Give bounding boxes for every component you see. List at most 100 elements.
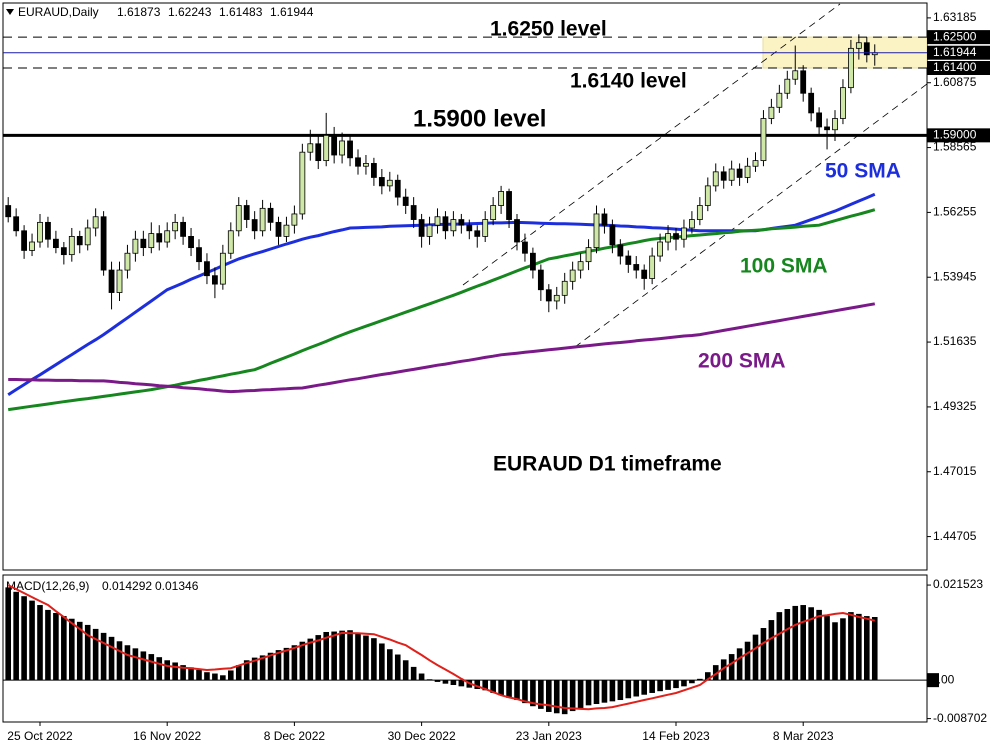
candle-body	[522, 241, 528, 254]
candle-body	[164, 230, 171, 243]
macd-bar	[530, 680, 536, 707]
macd-bar	[712, 665, 719, 681]
candle-body	[633, 264, 640, 271]
level-label-box	[927, 30, 990, 45]
channel-lower	[574, 83, 927, 348]
x-tick-label: 14 Feb 2023	[642, 729, 710, 743]
candle-body	[832, 118, 838, 131]
macd-bar	[69, 618, 75, 681]
candle-body	[784, 78, 791, 94]
current-price-box	[927, 45, 990, 60]
candle-body	[696, 205, 703, 220]
candle-body	[466, 224, 473, 232]
sma-line	[7, 208, 876, 412]
candle-body	[37, 221, 43, 243]
macd-bar	[148, 654, 155, 681]
candle-body	[689, 219, 695, 229]
candle-body	[577, 261, 584, 271]
macd-bar	[204, 672, 210, 681]
macd-bar	[601, 680, 608, 703]
candle-body	[776, 92, 783, 108]
candle-body	[848, 47, 854, 89]
macd-bar	[5, 587, 11, 681]
candle-body	[235, 205, 242, 232]
candle-body	[227, 230, 234, 254]
x-tick-label: 23 Jan 2023	[516, 729, 582, 743]
candle-body	[53, 238, 59, 249]
x-tick-label: 25 Oct 2022	[7, 729, 73, 743]
macd-bar	[609, 680, 616, 702]
candle-body	[561, 280, 568, 296]
candle-body	[681, 227, 687, 240]
x-tick-label: 30 Dec 2022	[388, 729, 456, 743]
candle-body	[752, 160, 759, 167]
y-tick-label: 1.49325	[933, 399, 977, 413]
macd-bar	[808, 607, 814, 681]
candle-body	[291, 213, 298, 226]
candle-body	[458, 219, 465, 226]
candle-body	[275, 221, 282, 237]
macd-bar	[522, 680, 528, 704]
current-price-label: 1.61944	[933, 45, 977, 59]
header-low: 1.61483	[219, 5, 263, 19]
candle-body	[156, 233, 163, 243]
macd-bar	[267, 652, 274, 681]
macd-bar	[418, 673, 425, 681]
candle-body	[323, 134, 330, 162]
macd-bar	[625, 680, 632, 699]
candle-body	[609, 224, 616, 246]
macd-bar	[665, 680, 671, 690]
macd-bar	[506, 680, 512, 698]
candle-body	[593, 213, 600, 249]
candle-body	[363, 163, 369, 167]
macd-value: 0.014292	[102, 579, 152, 593]
candle-body	[116, 269, 123, 293]
candle-body	[108, 269, 115, 293]
y-tick-label: 1.56255	[933, 205, 977, 219]
candle-body	[585, 247, 592, 263]
macd-bar	[689, 680, 695, 684]
macd-bar	[442, 680, 449, 684]
macd-plot	[3, 584, 927, 715]
candle-body	[378, 177, 385, 187]
macd-bar	[538, 680, 544, 709]
macd-bar	[164, 660, 170, 681]
macd-bar	[649, 680, 655, 693]
candle-body	[617, 244, 624, 257]
macd-bar	[291, 645, 298, 681]
candle-body	[474, 230, 481, 237]
sma-label: 100 SMA	[740, 255, 828, 278]
macd-bar	[108, 636, 115, 681]
candle-body	[720, 171, 727, 181]
candle-body	[410, 205, 417, 220]
candle-body	[649, 255, 656, 279]
candle-body	[148, 233, 155, 249]
macd-bar	[736, 648, 743, 681]
level-annotation: 1.6140 level	[570, 70, 687, 93]
candle-body	[402, 196, 409, 206]
candle-body	[569, 269, 576, 282]
macd-bar	[720, 659, 727, 681]
level-label: 1.59000	[933, 128, 977, 142]
candle-body	[132, 238, 139, 254]
price-panel-frame	[2, 2, 928, 571]
level-label: 1.61400	[933, 60, 977, 74]
candle-body	[816, 112, 822, 128]
macd-bar	[188, 667, 194, 681]
candle-body	[259, 207, 266, 232]
macd-bar	[156, 657, 163, 681]
macd-bar	[251, 657, 258, 681]
level-label-box	[927, 128, 990, 143]
candle-body	[188, 235, 194, 249]
channel-upper	[462, 3, 841, 286]
candle-body	[68, 235, 75, 256]
symbol-label: EURAUD,Daily	[18, 5, 99, 19]
macd-bar	[681, 680, 687, 687]
candle-body	[506, 191, 512, 220]
candle-body	[800, 70, 807, 94]
macd-bar	[410, 666, 417, 681]
candle-body	[553, 294, 560, 302]
sma-label: 50 SMA	[825, 160, 901, 183]
macd-bar	[474, 680, 481, 689]
